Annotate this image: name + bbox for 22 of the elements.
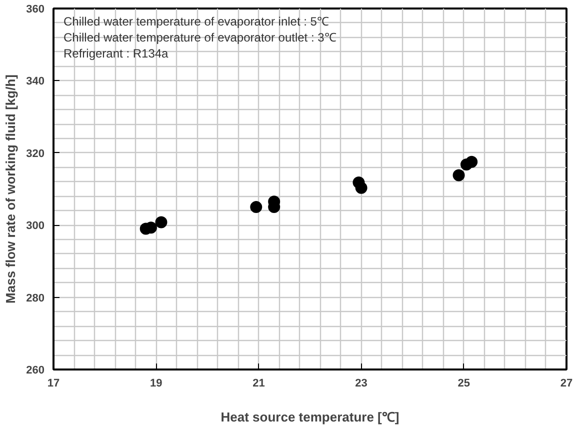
point — [466, 156, 478, 168]
annotation: Refrigerant : R134a — [64, 46, 169, 60]
y-axis-title: Mass flow rate of working fluid [kg/h] — [3, 74, 18, 304]
y-tick-label: 280 — [26, 292, 45, 304]
point — [155, 216, 168, 228]
x-axis-title: Heat source temperature [℃] — [220, 410, 400, 424]
x-tick-label: 21 — [252, 378, 265, 390]
annotation: Chilled water temperature of evaporator outlet : 3℃ — [64, 30, 336, 44]
x-tick-label: 23 — [355, 378, 368, 390]
point — [355, 182, 368, 194]
y-tick-label: 320 — [26, 148, 45, 160]
x-tick-label: 17 — [47, 378, 60, 390]
y-tick-label: 260 — [26, 364, 45, 376]
y-tick-label: 300 — [26, 220, 45, 232]
y-tick-label: 360 — [26, 4, 45, 16]
x-tick-label: 27 — [560, 378, 573, 390]
y-tick-label: 340 — [26, 76, 45, 88]
annotation: Chilled water temperature of evaporator inlet : 5℃ — [64, 14, 329, 28]
point — [452, 169, 465, 182]
x-tick-label: 19 — [150, 378, 162, 390]
x-tick-label: 25 — [458, 378, 470, 390]
point — [250, 201, 262, 214]
